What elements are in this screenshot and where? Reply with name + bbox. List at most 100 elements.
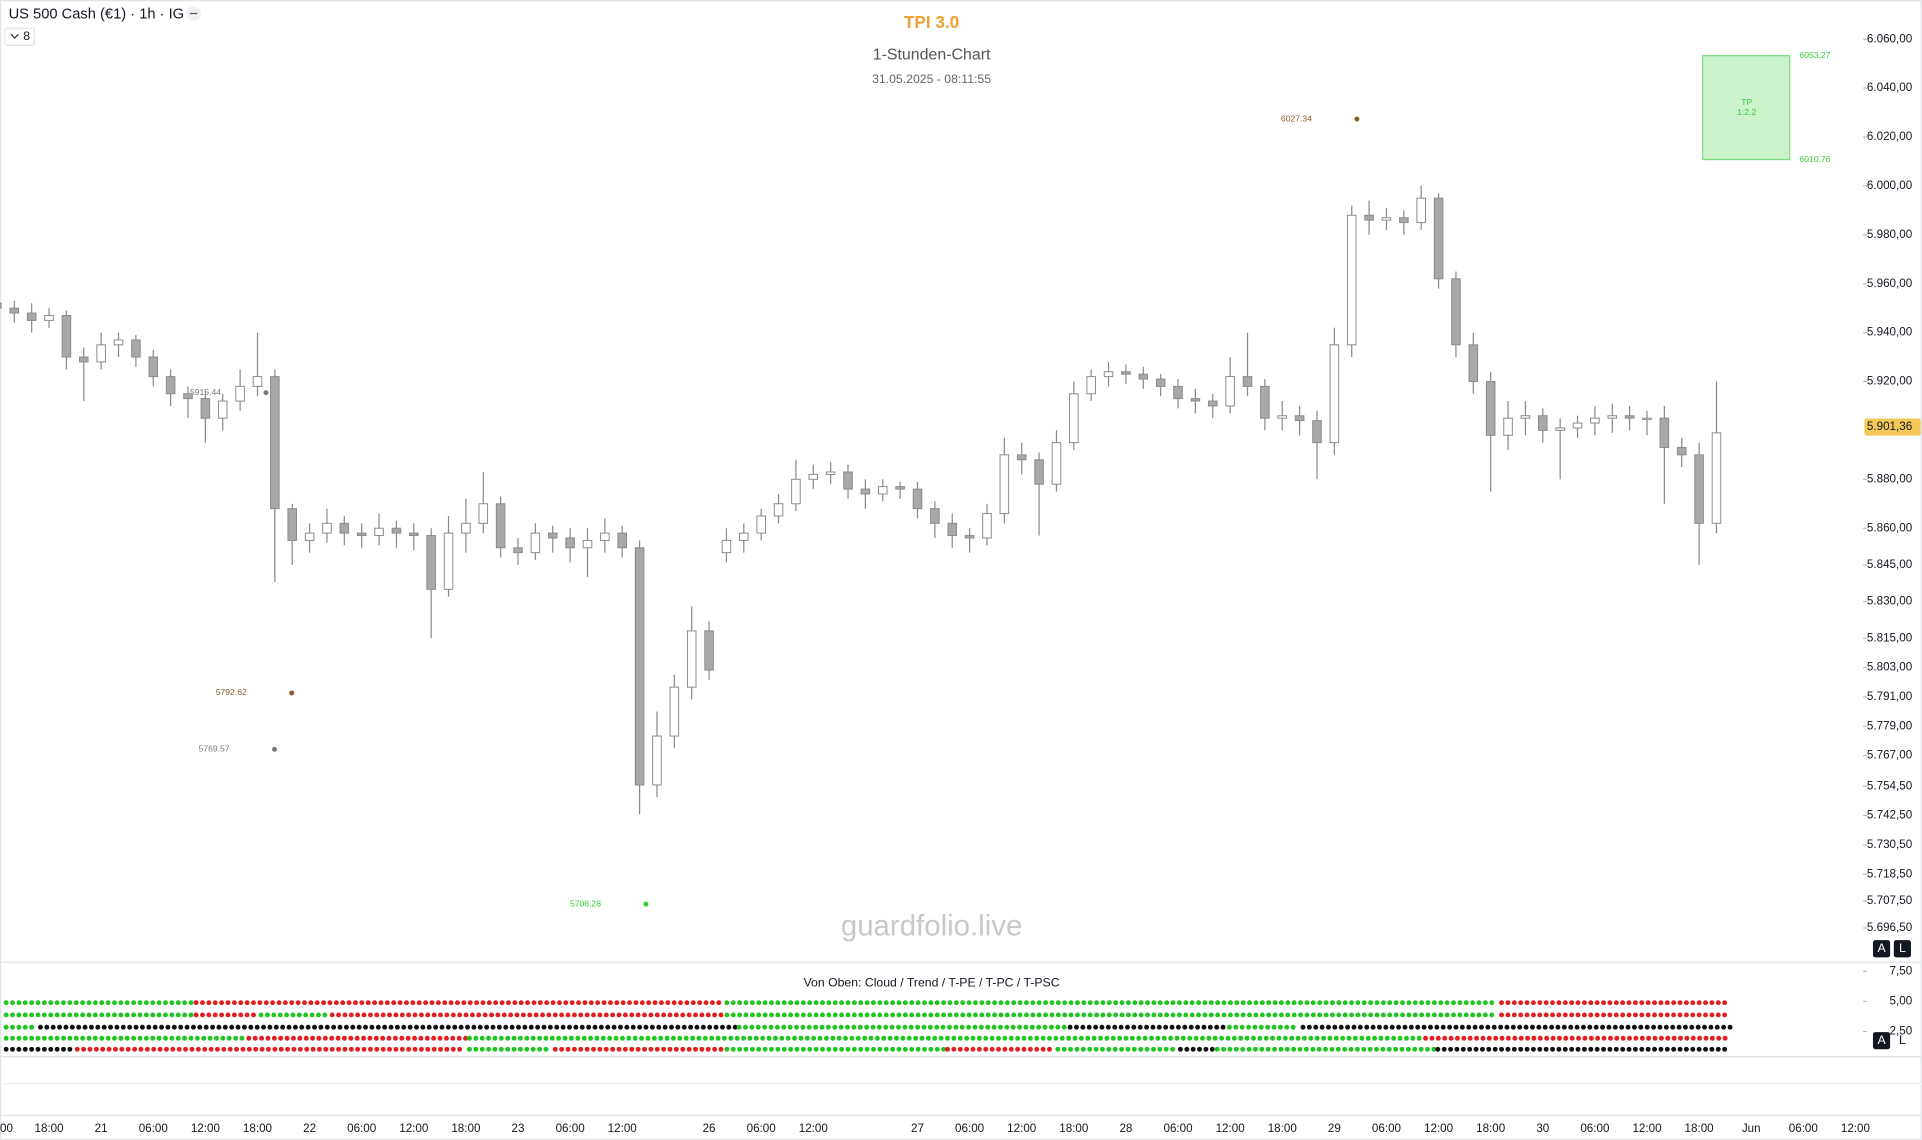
candle-body [582, 539, 593, 549]
y-tick-label: 6.040,00 [1867, 81, 1913, 94]
candle-body [1207, 400, 1218, 407]
candle-body [165, 376, 176, 395]
candle-body [235, 385, 245, 402]
level-label: 5769.57 [199, 744, 230, 754]
candle-body [547, 532, 558, 539]
scale-button[interactable] [1872, 1032, 1891, 1050]
y-tick-label: 5.742,50 [1867, 809, 1913, 822]
tp-ratio: 1:2.2 [1737, 107, 1756, 117]
candle-body [1103, 371, 1114, 378]
y-tick-label: 5.960,00 [1867, 277, 1913, 290]
candle-body [791, 478, 801, 505]
x-tick-label: 12:00 [1841, 1122, 1871, 1135]
candle-body [1694, 454, 1704, 524]
candle-body [148, 356, 159, 378]
timestamp: 31.05.2025 - 08:11:55 [872, 72, 991, 86]
candle-body [1138, 373, 1149, 380]
candle-body [96, 344, 106, 363]
scale-button-label: L [1899, 941, 1906, 955]
tp-top-label: 6053.27 [1799, 50, 1830, 60]
candle-body [200, 398, 211, 419]
candle-body [391, 527, 402, 534]
candle-body [895, 486, 905, 490]
candle-body [1242, 376, 1253, 387]
x-tick-label: 23 [512, 1122, 525, 1135]
candle-body [773, 503, 784, 517]
candle-body [1503, 417, 1513, 436]
candle-body [1312, 420, 1322, 444]
candle-body [513, 547, 523, 554]
candle-body [947, 522, 958, 537]
candle-body [530, 532, 541, 554]
candle-body [1416, 197, 1426, 224]
candle-body [739, 532, 749, 541]
candle-body [426, 535, 436, 590]
candle-body [217, 400, 228, 419]
candle-body [287, 508, 297, 541]
level-dot [643, 901, 649, 907]
candle-body [1624, 415, 1635, 419]
level-label: 6027.34 [1281, 113, 1312, 123]
scale-button-label: A [1877, 1033, 1886, 1047]
candle-body [339, 522, 350, 534]
x-tick-label: 28 [1119, 1122, 1132, 1135]
indicator-dots [3, 1000, 1734, 1052]
candle-body [1364, 214, 1374, 221]
watermark: guardfolio.live [841, 910, 1022, 943]
candle-body [565, 537, 575, 549]
candle-body [1277, 415, 1288, 419]
scale-button[interactable] [1893, 940, 1911, 958]
last-price-tag [1864, 418, 1921, 436]
y-tick-label: 5.860,00 [1867, 521, 1913, 534]
candle-body [982, 513, 992, 539]
candle-body [1659, 417, 1670, 449]
y-tick-label: 7,50 [1890, 965, 1913, 978]
candle-body [1468, 344, 1479, 382]
y-tick-label: 5.791,00 [1867, 690, 1913, 703]
candle-body [1034, 459, 1044, 485]
candle-body [1155, 378, 1166, 387]
candle-body [1346, 214, 1357, 346]
y-tick-label: 6.000,00 [1867, 179, 1913, 192]
candle-body [652, 735, 662, 786]
scale-button-label[interactable]: L [1899, 1033, 1906, 1047]
level-dot [263, 390, 269, 396]
candle-body [495, 503, 506, 549]
candle-body [478, 503, 489, 524]
x-tick-label: 00 [0, 1122, 13, 1135]
y-tick-label: 5.940,00 [1867, 326, 1913, 339]
x-tick-label: 18:00 [243, 1122, 273, 1135]
candle-body [1676, 447, 1687, 456]
x-tick-label: 12:00 [1216, 1122, 1246, 1135]
candle-body [1173, 385, 1183, 400]
candle-body [356, 532, 367, 537]
candle-body [843, 471, 853, 490]
candle-body [1294, 415, 1305, 422]
x-tick-label: 12:00 [399, 1122, 429, 1135]
candle-body [1433, 197, 1444, 280]
scale-button[interactable] [1872, 940, 1891, 958]
level-dot [1354, 116, 1360, 122]
y-tick-label: 5.803,00 [1867, 661, 1913, 674]
y-tick-label: 5.730,50 [1867, 838, 1913, 851]
candle-body [1399, 217, 1409, 224]
last-price-label: 5.901,36 [1867, 420, 1912, 433]
x-tick-label: 18:00 [1268, 1122, 1298, 1135]
x-tick-label: 06:00 [955, 1122, 985, 1135]
x-tick-label: Jun [1742, 1122, 1761, 1135]
x-tick-label: 06:00 [556, 1122, 586, 1135]
candle-body [860, 488, 871, 495]
x-tick-label: 26 [703, 1122, 716, 1135]
candle-body [131, 339, 141, 358]
candle-body [9, 307, 20, 314]
candle-body [756, 515, 766, 534]
candle-body [1121, 371, 1131, 375]
candle-body [61, 314, 72, 358]
y-tick-label: 5,00 [1890, 995, 1913, 1008]
indicator-toggle[interactable] [4, 27, 35, 46]
candle-body [1711, 432, 1722, 524]
candle-body [1555, 427, 1565, 431]
candle-body [443, 532, 454, 590]
candle-body [912, 488, 923, 510]
candle-body [600, 532, 610, 541]
